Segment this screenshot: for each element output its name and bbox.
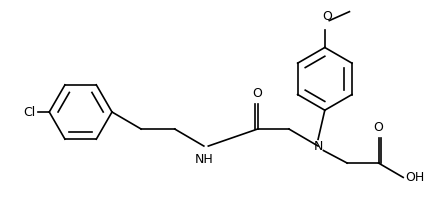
Text: O: O <box>374 121 383 134</box>
Text: N: N <box>314 140 323 153</box>
Text: O: O <box>253 87 263 100</box>
Text: Cl: Cl <box>24 106 36 118</box>
Text: O: O <box>322 10 332 23</box>
Text: OH: OH <box>405 171 425 184</box>
Text: NH: NH <box>194 153 213 166</box>
